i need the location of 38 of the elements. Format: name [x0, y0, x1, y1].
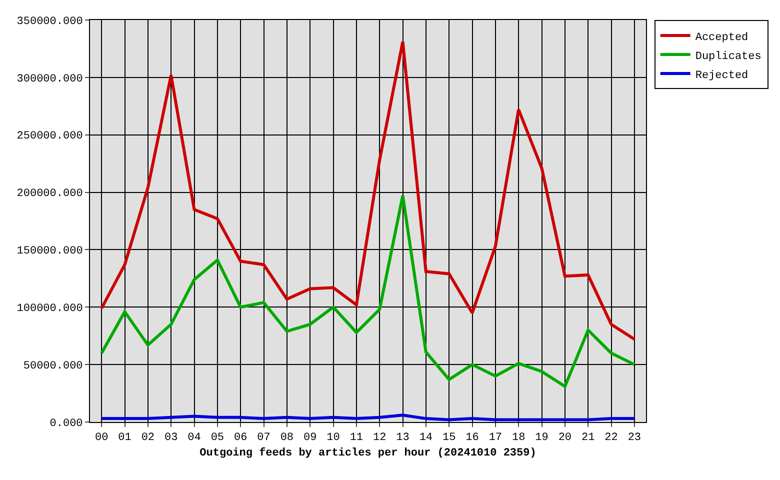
y-tick-label: 50000.000 [23, 360, 83, 372]
x-tick-label: 10 [326, 432, 340, 444]
legend-label: Duplicates [695, 50, 762, 63]
x-tick-label: 21 [581, 432, 596, 444]
x-tick-label: 22 [604, 432, 618, 444]
legend-label: Rejected [695, 70, 748, 82]
x-tick-label: 17 [488, 432, 502, 444]
y-tick-label: 0.000 [50, 418, 83, 430]
x-tick-label: 18 [512, 432, 526, 444]
x-tick-label: 11 [350, 432, 364, 444]
y-tick-label: 100000.000 [16, 302, 83, 315]
x-tick-label: 23 [628, 432, 642, 444]
line-series [100, 194, 636, 388]
y-tick-label: 150000.000 [16, 246, 83, 258]
x-tick-label: 19 [535, 432, 548, 444]
x-tick-label: 03 [164, 432, 178, 444]
x-tick-label: 04 [188, 432, 202, 444]
line-series [100, 40, 636, 341]
x-tick-label: 14 [419, 432, 433, 444]
x-tick-label: 09 [303, 432, 317, 444]
x-tick-label: 07 [257, 432, 270, 444]
y-tick-label: 250000.000 [16, 130, 83, 143]
legend-label: Accepted [695, 32, 748, 44]
y-tick-label: 200000.000 [16, 188, 83, 200]
x-tick-label: 12 [372, 432, 386, 444]
x-tick-label: 16 [466, 432, 479, 444]
y-tick-label: 300000.000 [16, 73, 83, 86]
x-tick-label: 06 [234, 432, 248, 444]
x-tick-label: 13 [396, 432, 410, 444]
y-tick-label: 350000.000 [16, 16, 83, 28]
x-tick-label: 08 [280, 432, 294, 444]
x-axis-title: Outgoing feeds by articles per hour (20241010 2359) [200, 446, 536, 460]
x-tick-label: 01 [118, 432, 132, 444]
x-tick-label: 20 [558, 432, 572, 444]
x-tick-label: 02 [141, 432, 155, 444]
x-tick-label: 15 [442, 432, 456, 444]
x-tick-label: 05 [210, 432, 224, 444]
x-tick-label: 00 [94, 432, 108, 444]
